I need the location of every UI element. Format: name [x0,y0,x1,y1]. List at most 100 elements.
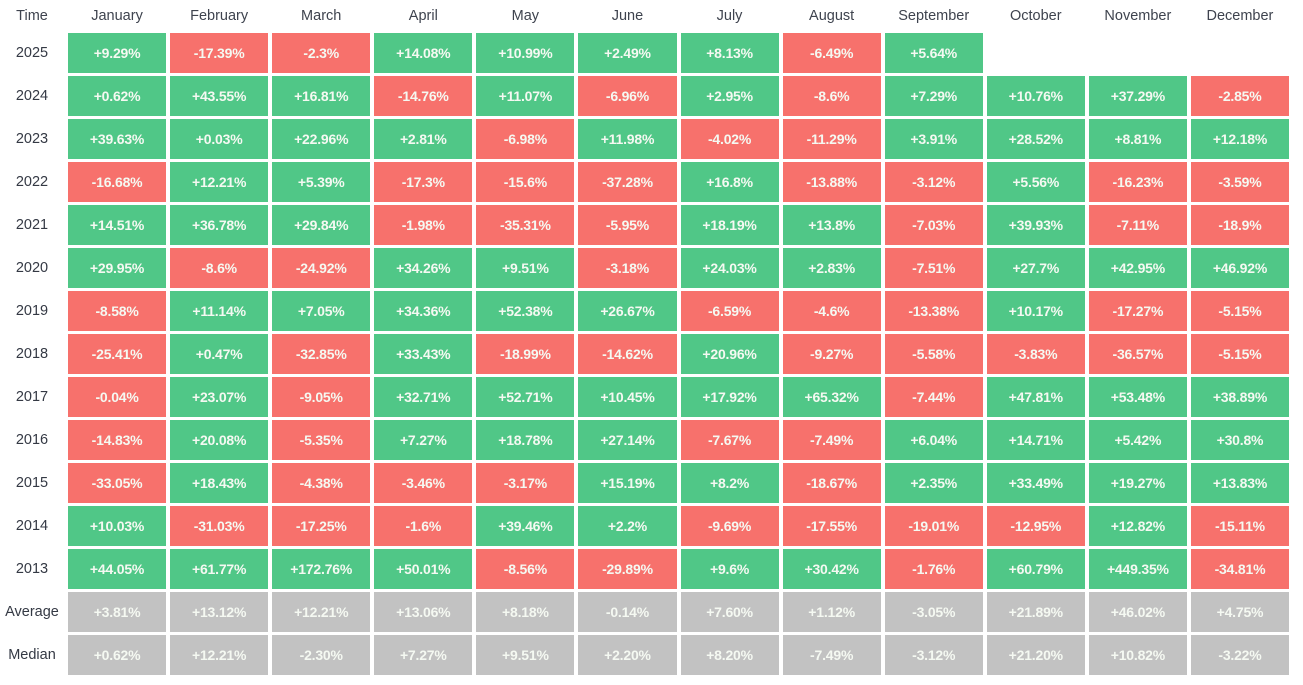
heatmap-cell: +2.20% [578,635,677,675]
heatmap-cell: -2.3% [272,33,371,73]
heatmap-cell: -5.58% [884,334,983,374]
heatmap-cell: +26.67% [578,291,677,331]
heatmap-cell: +12.82% [1088,506,1187,546]
row-label: Median [8,647,56,663]
heatmap-cell: +44.05% [68,549,167,589]
heatmap-cell: +46.02% [1088,592,1187,632]
heatmap-cell: -18.67% [782,463,881,503]
heatmap-cell: +3.81% [68,592,167,632]
heatmap-cell: +16.8% [680,162,779,202]
heatmap-cell: +34.26% [374,248,473,288]
heatmap-cell: -1.98% [374,205,473,245]
heatmap-cell-empty [987,33,1085,73]
month-column-header: October [1009,7,1062,24]
month-column-header: February [190,7,249,24]
heatmap-cell: +2.83% [782,248,881,288]
heatmap-cell: -17.25% [272,506,371,546]
heatmap-cell: -24.92% [272,248,371,288]
heatmap-cell: -6.49% [782,33,881,73]
heatmap-cell: +18.19% [680,205,779,245]
month-column-header: January [91,7,143,24]
heatmap-cell: -2.85% [1190,76,1289,116]
heatmap-cell: -6.59% [680,291,779,331]
heatmap-cell: +0.03% [170,119,269,159]
heatmap-cell: +36.78% [170,205,269,245]
row-label: 2013 [15,561,49,577]
heatmap-cell: +12.21% [272,592,371,632]
heatmap-cell-empty [1191,33,1289,73]
heatmap-cell: -11.29% [782,119,881,159]
heatmap-cell: -31.03% [170,506,269,546]
heatmap-cell: +10.17% [986,291,1085,331]
heatmap-cell: -4.02% [680,119,779,159]
heatmap-cell: -5.95% [578,205,677,245]
row-label: Average [5,604,59,620]
heatmap-cell: +10.03% [68,506,167,546]
row-label: 2016 [15,432,49,448]
row-label: 2024 [15,88,49,104]
heatmap-cell: +3.91% [884,119,983,159]
heatmap-cell: +14.71% [986,420,1085,460]
heatmap-cell: -17.39% [170,33,269,73]
heatmap-cell: -8.6% [170,248,269,288]
heatmap-cell: +9.51% [476,635,575,675]
heatmap-cell: -3.17% [476,463,575,503]
month-column-header: December [1206,7,1274,24]
row-label: 2023 [15,131,49,147]
heatmap-cell: -1.6% [374,506,473,546]
heatmap-cell: -5.15% [1190,291,1289,331]
heatmap-cell: +12.21% [170,635,269,675]
heatmap-cell: +20.08% [170,420,269,460]
heatmap-cell: +13.83% [1190,463,1289,503]
heatmap-cell: +34.36% [374,291,473,331]
heatmap-cell: +2.49% [578,33,677,73]
heatmap-cell: -14.76% [374,76,473,116]
row-label: 2025 [15,45,49,61]
heatmap-cell: +10.45% [578,377,677,417]
row-label: 2020 [15,260,49,276]
month-column-header: August [809,7,855,24]
heatmap-cell: -6.98% [476,119,575,159]
heatmap-cell: -14.62% [578,334,677,374]
heatmap-cell: +0.47% [170,334,269,374]
heatmap-cell: -7.67% [680,420,779,460]
month-column-header: July [716,7,743,24]
heatmap-cell: +13.8% [782,205,881,245]
heatmap-cell: -15.6% [476,162,575,202]
row-label: 2015 [15,475,49,491]
heatmap-cell: -3.46% [374,463,473,503]
heatmap-cell: +39.93% [986,205,1085,245]
heatmap-cell: +27.14% [578,420,677,460]
heatmap-cell: -9.69% [680,506,779,546]
heatmap-cell: +8.18% [476,592,575,632]
heatmap-cell: +18.43% [170,463,269,503]
heatmap-cell: +39.63% [68,119,167,159]
heatmap-cell: +22.96% [272,119,371,159]
heatmap-cell: +60.79% [986,549,1085,589]
heatmap-cell: -3.22% [1190,635,1289,675]
heatmap-cell: +47.81% [986,377,1085,417]
heatmap-cell: +7.05% [272,291,371,331]
heatmap-cell: -3.83% [986,334,1085,374]
heatmap-cell: -3.59% [1190,162,1289,202]
heatmap-cell: +52.71% [476,377,575,417]
heatmap-cell: +11.98% [578,119,677,159]
heatmap-cell: -36.57% [1088,334,1187,374]
heatmap-cell: +32.71% [374,377,473,417]
heatmap-cell: +53.48% [1088,377,1187,417]
heatmap-cell: -37.28% [578,162,677,202]
heatmap-cell: +7.60% [680,592,779,632]
month-column-header: November [1104,7,1172,24]
heatmap-cell: +17.92% [680,377,779,417]
heatmap-cell: +52.38% [476,291,575,331]
heatmap-cell: -25.41% [68,334,167,374]
heatmap-cell: +7.27% [374,420,473,460]
heatmap-cell: +9.51% [476,248,575,288]
heatmap-cell: +9.29% [68,33,167,73]
heatmap-cell: +38.89% [1190,377,1289,417]
heatmap-cell-empty [1089,33,1187,73]
heatmap-cell: -18.99% [476,334,575,374]
heatmap-cell: +7.29% [884,76,983,116]
heatmap-cell: +43.55% [170,76,269,116]
